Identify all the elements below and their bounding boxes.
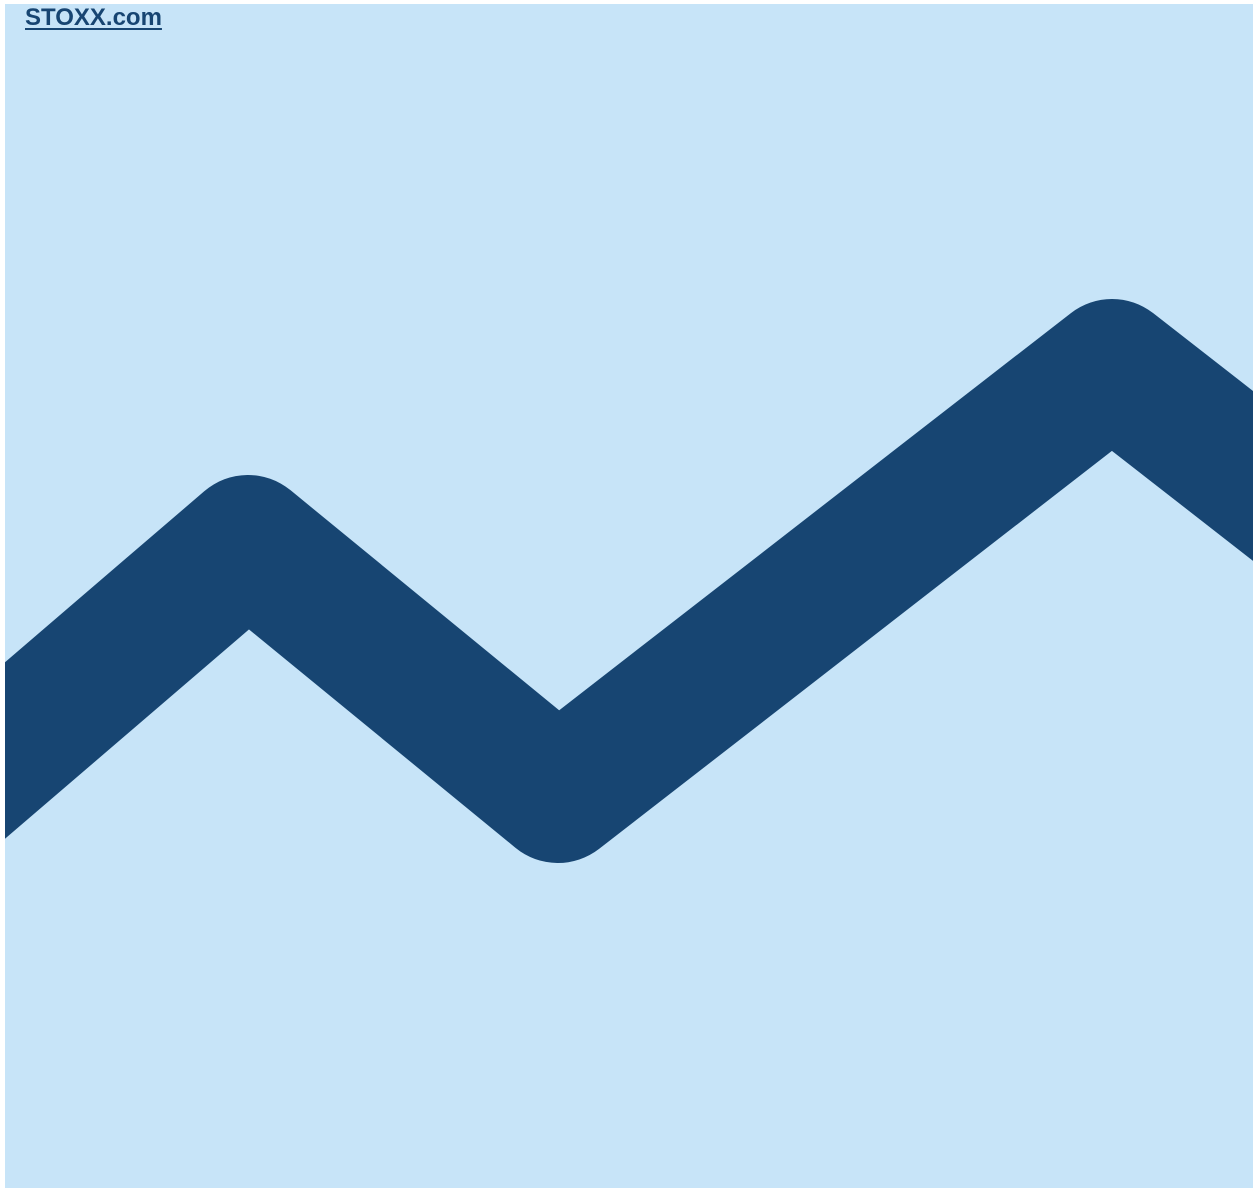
trend-line-icon — [5, 4, 1253, 1188]
banner-image — [5, 4, 1253, 1188]
trend-line — [5, 299, 1253, 863]
stoxx-home-link[interactable]: STOXX.com — [25, 4, 162, 31]
